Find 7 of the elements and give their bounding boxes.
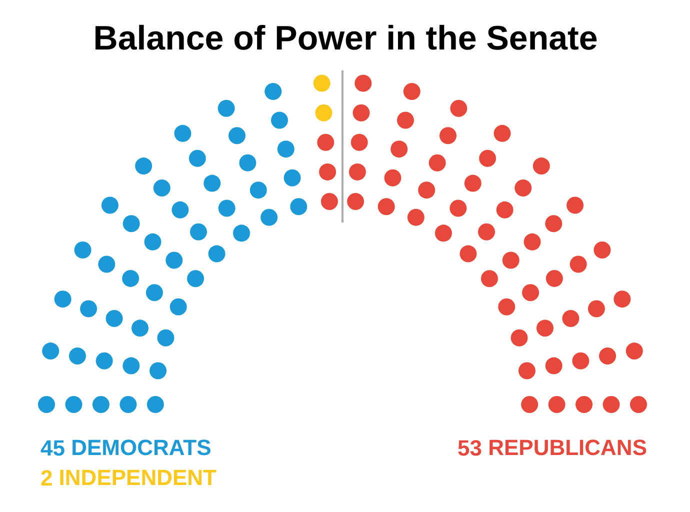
data-label: 2	[40, 466, 53, 490]
category-label: REPUBLICANS	[488, 435, 648, 460]
data-label: 53	[458, 436, 482, 460]
category-label: DEMOCRATS	[71, 435, 212, 460]
data-label: 45	[40, 436, 65, 460]
text: Balance of Power in the Senate	[93, 20, 598, 58]
category-label: INDEPENDENT	[58, 465, 218, 490]
